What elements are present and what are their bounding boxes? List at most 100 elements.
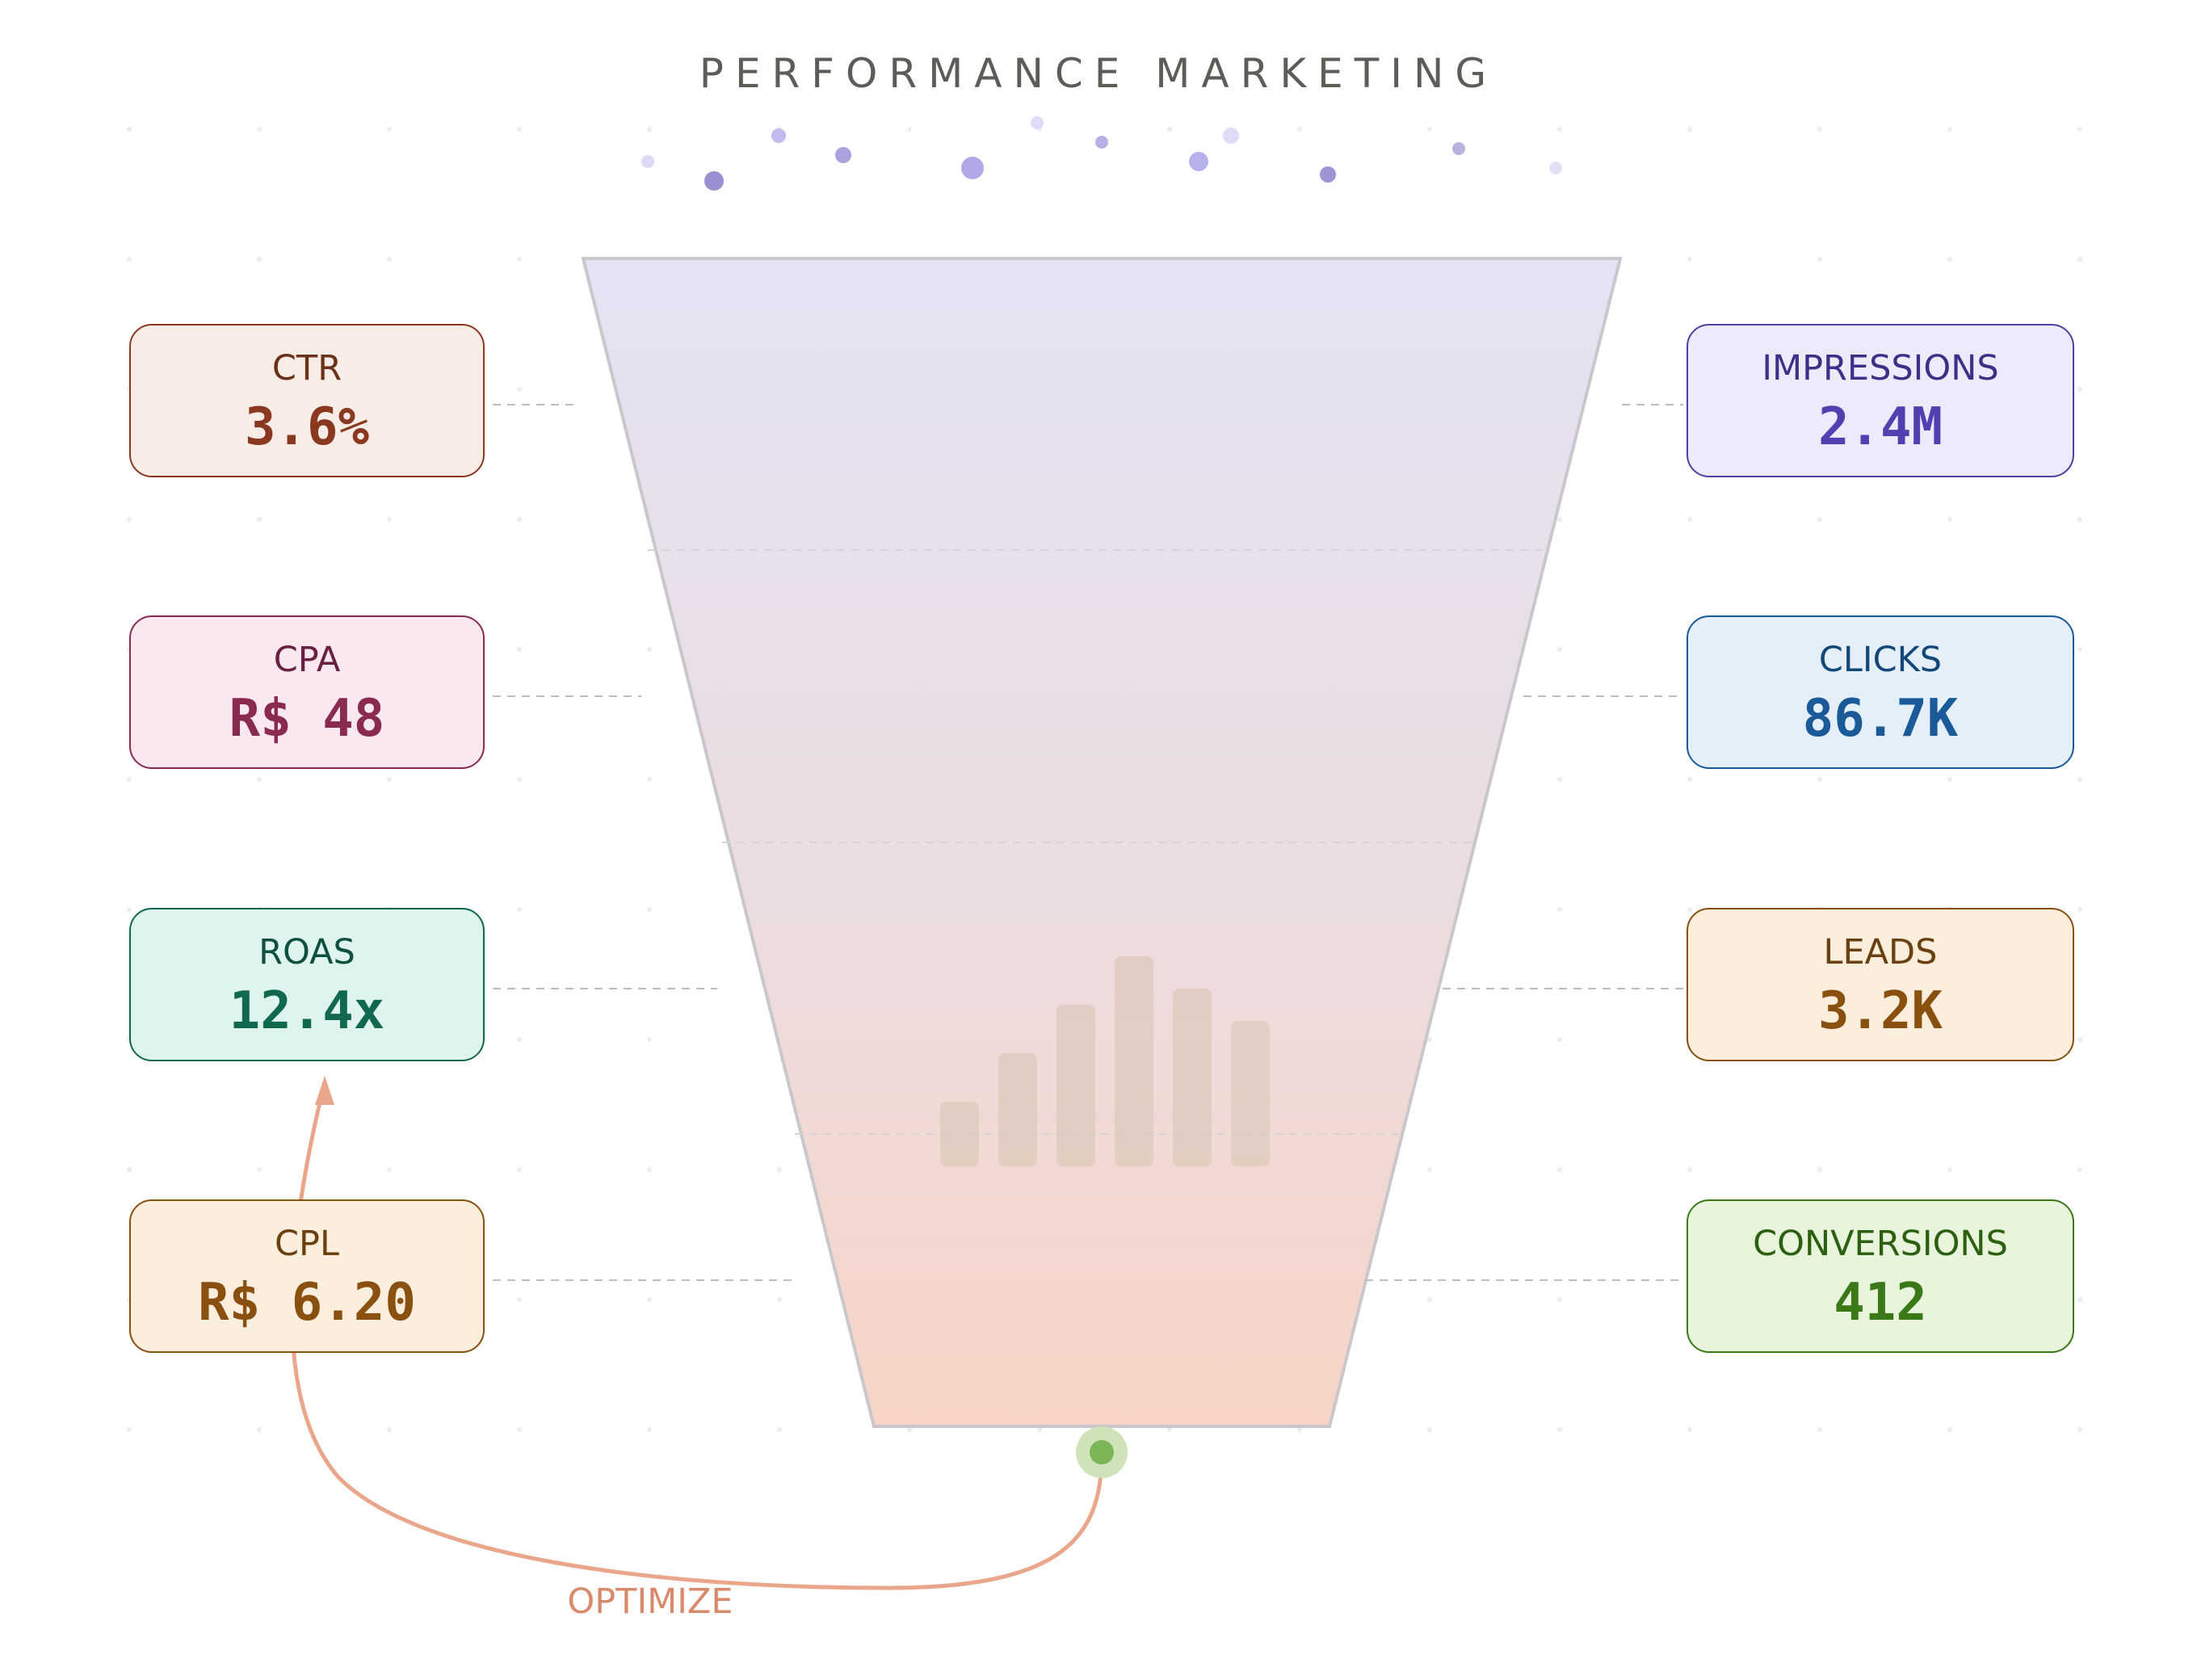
kpi-value: R$ 6.20 <box>198 1273 416 1333</box>
grid-dot <box>647 1167 652 1172</box>
kpi-card-cpl: CPL R$ 6.20 <box>129 1199 485 1353</box>
grid-dot <box>647 127 652 132</box>
grid-dot <box>2077 907 2082 912</box>
kpi-card-cpa: CPA R$ 48 <box>129 615 485 769</box>
grid-dot <box>517 777 522 782</box>
grid-dot <box>387 777 392 782</box>
grid-dot <box>2077 1427 2082 1432</box>
grid-dot <box>1557 777 1562 782</box>
grid-dot <box>127 1427 132 1432</box>
grid-dot <box>1427 127 1432 132</box>
grid-dot <box>1947 257 1952 262</box>
grid-dot <box>387 257 392 262</box>
stage-value: 2.4M <box>1817 397 1943 457</box>
grid-dot <box>1817 517 1822 522</box>
grid-dot <box>1297 1427 1302 1432</box>
grid-dot <box>2077 517 2082 522</box>
grid-dot <box>647 647 652 652</box>
grid-dot <box>2077 777 2082 782</box>
grid-dot <box>1817 127 1822 132</box>
grid-dot <box>517 1167 522 1172</box>
grid-dot <box>1557 1427 1562 1432</box>
grid-dot <box>1947 517 1952 522</box>
grid-dot <box>127 517 132 522</box>
grid-dot <box>777 1427 782 1432</box>
grid-dot <box>257 257 262 262</box>
grid-dot <box>1817 1427 1822 1432</box>
grid-dot <box>1427 1037 1432 1042</box>
stage-card-clicks: CLICKS 86.7K <box>1687 615 2074 769</box>
grid-dot <box>1687 777 1692 782</box>
grid-dot <box>257 1167 262 1172</box>
kpi-card-ctr: CTR 3.6% <box>129 324 485 477</box>
grid-dot <box>1687 907 1692 912</box>
stage-value: 412 <box>1834 1273 1927 1333</box>
grid-dot <box>2077 127 2082 132</box>
grid-dot <box>127 777 132 782</box>
grid-dot <box>1947 1427 1952 1432</box>
stage-label: CONVERSIONS <box>1753 1224 2008 1264</box>
bar-chart-icon <box>940 956 1270 1166</box>
stage-card-impressions: IMPRESSIONS 2.4M <box>1687 324 2074 477</box>
funnel-stage-dividers <box>648 549 1548 1135</box>
grid-dot <box>257 517 262 522</box>
grid-dot <box>127 907 132 912</box>
grid-dot <box>1427 1167 1432 1172</box>
kpi-card-roas: ROAS 12.4x <box>129 908 485 1061</box>
grid-dot <box>2077 257 2082 262</box>
grid-dot <box>257 127 262 132</box>
optimize-label: OPTIMIZE <box>567 1581 733 1622</box>
grid-dot <box>517 387 522 392</box>
grid-dot <box>127 1167 132 1172</box>
grid-dot <box>127 127 132 132</box>
particle-dots <box>641 116 1562 191</box>
output-dot-icon <box>1076 1426 1128 1478</box>
grid-dot <box>647 1037 652 1042</box>
grid-dot <box>1427 1427 1432 1432</box>
kpi-value: R$ 48 <box>229 689 385 749</box>
stage-value: 3.2K <box>1817 981 1943 1041</box>
grid-dot <box>1687 1167 1692 1172</box>
grid-dot <box>647 1427 652 1432</box>
grid-dot <box>517 1037 522 1042</box>
grid-dot <box>1687 127 1692 132</box>
grid-dot <box>2077 387 2082 392</box>
grid-dot <box>1037 1427 1042 1432</box>
grid-dot <box>1557 1037 1562 1042</box>
grid-dot <box>1557 517 1562 522</box>
stage-value: 86.7K <box>1802 689 1959 749</box>
grid-dot <box>517 907 522 912</box>
stage-card-conversions: CONVERSIONS 412 <box>1687 1199 2074 1353</box>
arrow-head-icon <box>315 1076 334 1105</box>
grid-dot <box>1817 1167 1822 1172</box>
grid-dot <box>647 777 652 782</box>
grid-dot <box>517 647 522 652</box>
grid-dot <box>2077 1167 2082 1172</box>
grid-dot <box>1687 257 1692 262</box>
kpi-value: 12.4x <box>229 981 385 1041</box>
grid-dot <box>1297 127 1302 132</box>
grid-dot <box>1687 1427 1692 1432</box>
stage-label: CLICKS <box>1818 640 1943 680</box>
grid-dot <box>257 777 262 782</box>
grid-dot <box>1947 127 1952 132</box>
grid-dot <box>907 1427 912 1432</box>
stage-label: LEADS <box>1823 932 1938 972</box>
grid-dot <box>2077 1297 2082 1302</box>
connector-lines <box>493 404 1683 1281</box>
grid-dot <box>517 1427 522 1432</box>
grid-dot <box>387 1167 392 1172</box>
grid-dot <box>1947 777 1952 782</box>
stage-label: IMPRESSIONS <box>1762 348 1999 388</box>
page-title: PERFORMANCE MARKETING <box>699 50 1498 97</box>
stage-card-leads: LEADS 3.2K <box>1687 908 2074 1061</box>
grid-dot <box>1167 127 1172 132</box>
grid-dot <box>1557 127 1562 132</box>
kpi-value: 3.6% <box>244 397 370 457</box>
kpi-label: ROAS <box>258 932 355 972</box>
grid-dot <box>2077 647 2082 652</box>
grid-dot <box>1167 1427 1172 1432</box>
grid-dot <box>647 1297 652 1302</box>
